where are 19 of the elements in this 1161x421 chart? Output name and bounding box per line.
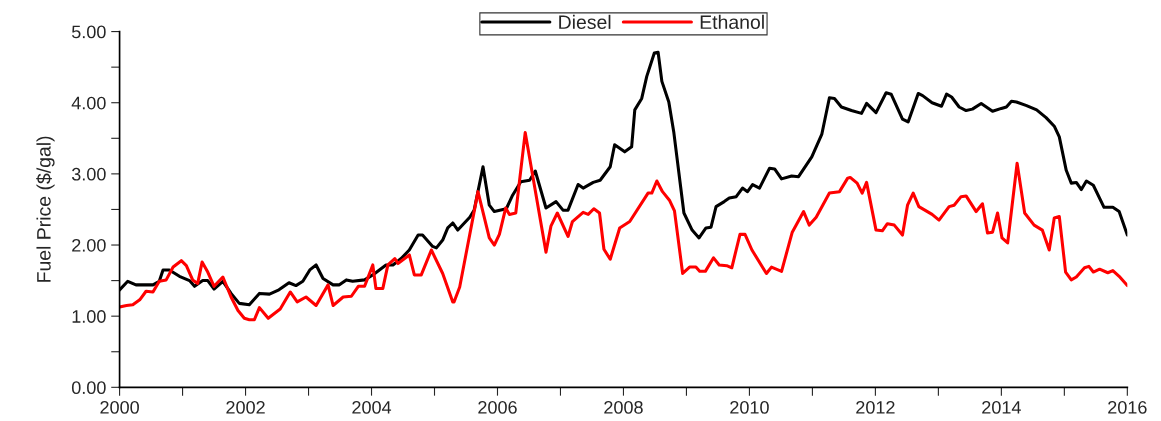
y-tick-label: 4.00 bbox=[71, 96, 106, 110]
y-tick-label: 2.00 bbox=[72, 238, 106, 252]
x-tick-label: 2000 bbox=[100, 400, 139, 414]
y-tick-label: 5.00 bbox=[71, 25, 106, 39]
legend-label: Ethanol bbox=[700, 14, 764, 30]
x-tick-label: 2004 bbox=[352, 400, 392, 414]
x-tick-label: 2014 bbox=[982, 400, 1021, 414]
y-tick-label: 3.00 bbox=[71, 167, 106, 181]
x-tick-label: 2002 bbox=[226, 400, 265, 414]
x-tick-label: 2006 bbox=[478, 400, 517, 414]
y-axis-title: Fuel Price ($/gal) bbox=[36, 136, 55, 282]
line-series bbox=[119, 131, 1128, 322]
x-tick-label: 2012 bbox=[856, 400, 895, 414]
x-tick-label: 2010 bbox=[730, 400, 769, 414]
y-tick-label: 1.00 bbox=[72, 310, 106, 323]
legend-label: Diesel bbox=[559, 14, 611, 30]
x-tick-label: 2016 bbox=[1108, 400, 1147, 414]
y-tick-label: 0.00 bbox=[71, 381, 106, 395]
x-tick-label: 2008 bbox=[604, 400, 643, 414]
